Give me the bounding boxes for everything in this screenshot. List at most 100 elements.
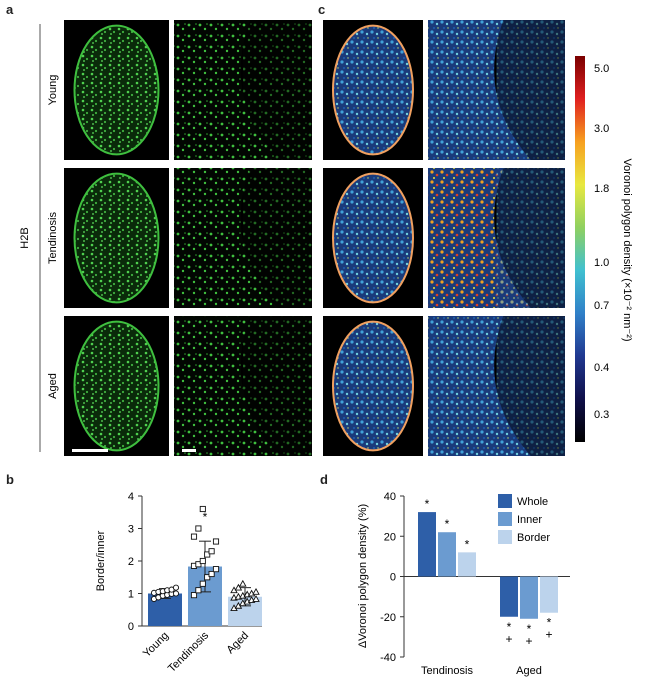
x-tick-label: Aged bbox=[224, 630, 251, 657]
y-tick-label: 4 bbox=[128, 491, 134, 503]
x-tick-label: Young bbox=[141, 630, 171, 660]
data-point bbox=[190, 592, 198, 599]
y-tick-label: -20 bbox=[380, 612, 396, 624]
significance-marker: + bbox=[545, 628, 552, 642]
significance-marker: + bbox=[525, 634, 532, 648]
zoom-region bbox=[496, 316, 565, 456]
data-point bbox=[204, 574, 211, 581]
nucleus-zoom bbox=[428, 316, 565, 456]
panel-label-c: c bbox=[318, 2, 326, 17]
data-point bbox=[212, 538, 220, 545]
data-point bbox=[234, 583, 243, 591]
y-tick-label: 20 bbox=[384, 531, 396, 543]
panel-label-b: b bbox=[6, 472, 14, 487]
scale-bar-zoom bbox=[182, 449, 196, 452]
significance-marker: * bbox=[425, 497, 430, 511]
significance-marker: + bbox=[505, 632, 512, 646]
bar-inner-tendinosis bbox=[438, 532, 456, 577]
y-tick-label: 40 bbox=[384, 491, 396, 503]
y-tick-label: 3 bbox=[128, 524, 134, 536]
data-point bbox=[252, 595, 260, 602]
data-point bbox=[172, 584, 180, 591]
chart-d: -40 -20 0 20 40 ΔVoronoi polygon density (%) *… bbox=[357, 491, 570, 677]
nucleus-image bbox=[73, 172, 160, 304]
row-labels: H2B Young Tendinosis Aged bbox=[19, 24, 59, 452]
colorbar-tick-label: 0.7 bbox=[594, 300, 609, 312]
nucleus-image bbox=[332, 24, 414, 156]
y-tick-label: 2 bbox=[128, 556, 134, 568]
colorbar-gradient bbox=[575, 56, 585, 442]
colorbar-label: Voronoi polygon density (×10⁻² nm⁻²) bbox=[621, 158, 633, 341]
legend-label: Border bbox=[517, 532, 550, 544]
scale-bar-whole bbox=[72, 449, 108, 452]
y-tick-label: 0 bbox=[128, 621, 134, 633]
nucleus-image bbox=[73, 320, 160, 452]
nucleus-image bbox=[73, 24, 160, 156]
nucleus-zoom bbox=[174, 20, 312, 160]
data-point bbox=[208, 548, 215, 555]
data-point bbox=[208, 570, 215, 578]
row-label: Tendinosis bbox=[47, 212, 59, 264]
data-point bbox=[239, 579, 247, 587]
data-point bbox=[199, 557, 206, 565]
significance-marker: * bbox=[445, 517, 450, 531]
nucleus-zoom bbox=[174, 168, 312, 308]
row-label: Aged bbox=[47, 373, 59, 399]
nucleus-image bbox=[332, 172, 414, 304]
zoom-region bbox=[496, 20, 565, 160]
data-point bbox=[199, 505, 206, 513]
panel-label-d: d bbox=[320, 472, 328, 487]
nucleus-zoom bbox=[428, 168, 565, 308]
colorbar-tick-label: 0.3 bbox=[594, 409, 609, 421]
bar-border-aged bbox=[540, 576, 558, 613]
legend-label: Whole bbox=[517, 496, 548, 508]
nucleus-zoom bbox=[174, 316, 312, 456]
data-point bbox=[195, 525, 202, 532]
data-point bbox=[195, 561, 202, 568]
y-tick-label: 1 bbox=[128, 589, 134, 601]
nucleus-image bbox=[332, 320, 414, 452]
significance-marker: * bbox=[507, 620, 512, 634]
bar-border-tendinosis bbox=[458, 552, 476, 577]
x-tick-label: Tendinosis bbox=[166, 629, 212, 675]
y-axis-label: ΔVoronoi polygon density (%) bbox=[357, 504, 369, 648]
colorbar: 5.0 3.0 1.8 1.0 0.7 0.4 0.3 Voronoi polygon den… bbox=[575, 56, 633, 442]
significance-marker: * bbox=[527, 622, 532, 636]
nucleus-zoom bbox=[428, 20, 565, 160]
zoom-region bbox=[496, 168, 565, 308]
colorbar-tick-label: 1.8 bbox=[594, 183, 609, 195]
legend-swatch bbox=[498, 494, 512, 508]
legend-swatch bbox=[498, 512, 512, 526]
significance-marker: * bbox=[203, 510, 208, 524]
x-category-label: Tendinosis bbox=[421, 665, 473, 677]
micrograph-grid bbox=[64, 20, 565, 456]
zoom-region bbox=[243, 20, 312, 160]
colorbar-tick-label: 3.0 bbox=[594, 123, 609, 135]
legend-label: Inner bbox=[517, 514, 542, 526]
colorbar-tick-label: 5.0 bbox=[594, 63, 609, 75]
data-point bbox=[212, 566, 220, 573]
legend-swatch bbox=[498, 530, 512, 544]
colorbar-tick-label: 0.4 bbox=[594, 362, 609, 374]
data-point bbox=[252, 587, 260, 595]
x-category-label: Aged bbox=[516, 665, 542, 677]
y-axis-label: Border/inner bbox=[95, 530, 107, 591]
panel-label-a: a bbox=[6, 2, 14, 17]
significance-marker: * bbox=[547, 616, 552, 630]
data-point bbox=[195, 587, 202, 594]
bar-inner-aged bbox=[520, 576, 538, 619]
data-point bbox=[199, 580, 206, 587]
data-point bbox=[204, 551, 211, 558]
colorbar-tick-label: 1.0 bbox=[594, 257, 609, 269]
significance-marker: * bbox=[465, 537, 470, 551]
y-tick-label: -40 bbox=[380, 652, 396, 664]
row-label: Young bbox=[47, 75, 59, 106]
bar-whole-tendinosis bbox=[418, 512, 436, 577]
y-tick-label: 0 bbox=[390, 572, 396, 584]
data-point bbox=[172, 590, 180, 597]
group-label: H2B bbox=[19, 227, 31, 248]
zoom-region bbox=[243, 316, 312, 456]
bar-whole-aged bbox=[500, 576, 518, 617]
chart-b: 0 1 2 3 4 Border/inner Young * Tendinosis Aged bbox=[95, 491, 262, 675]
